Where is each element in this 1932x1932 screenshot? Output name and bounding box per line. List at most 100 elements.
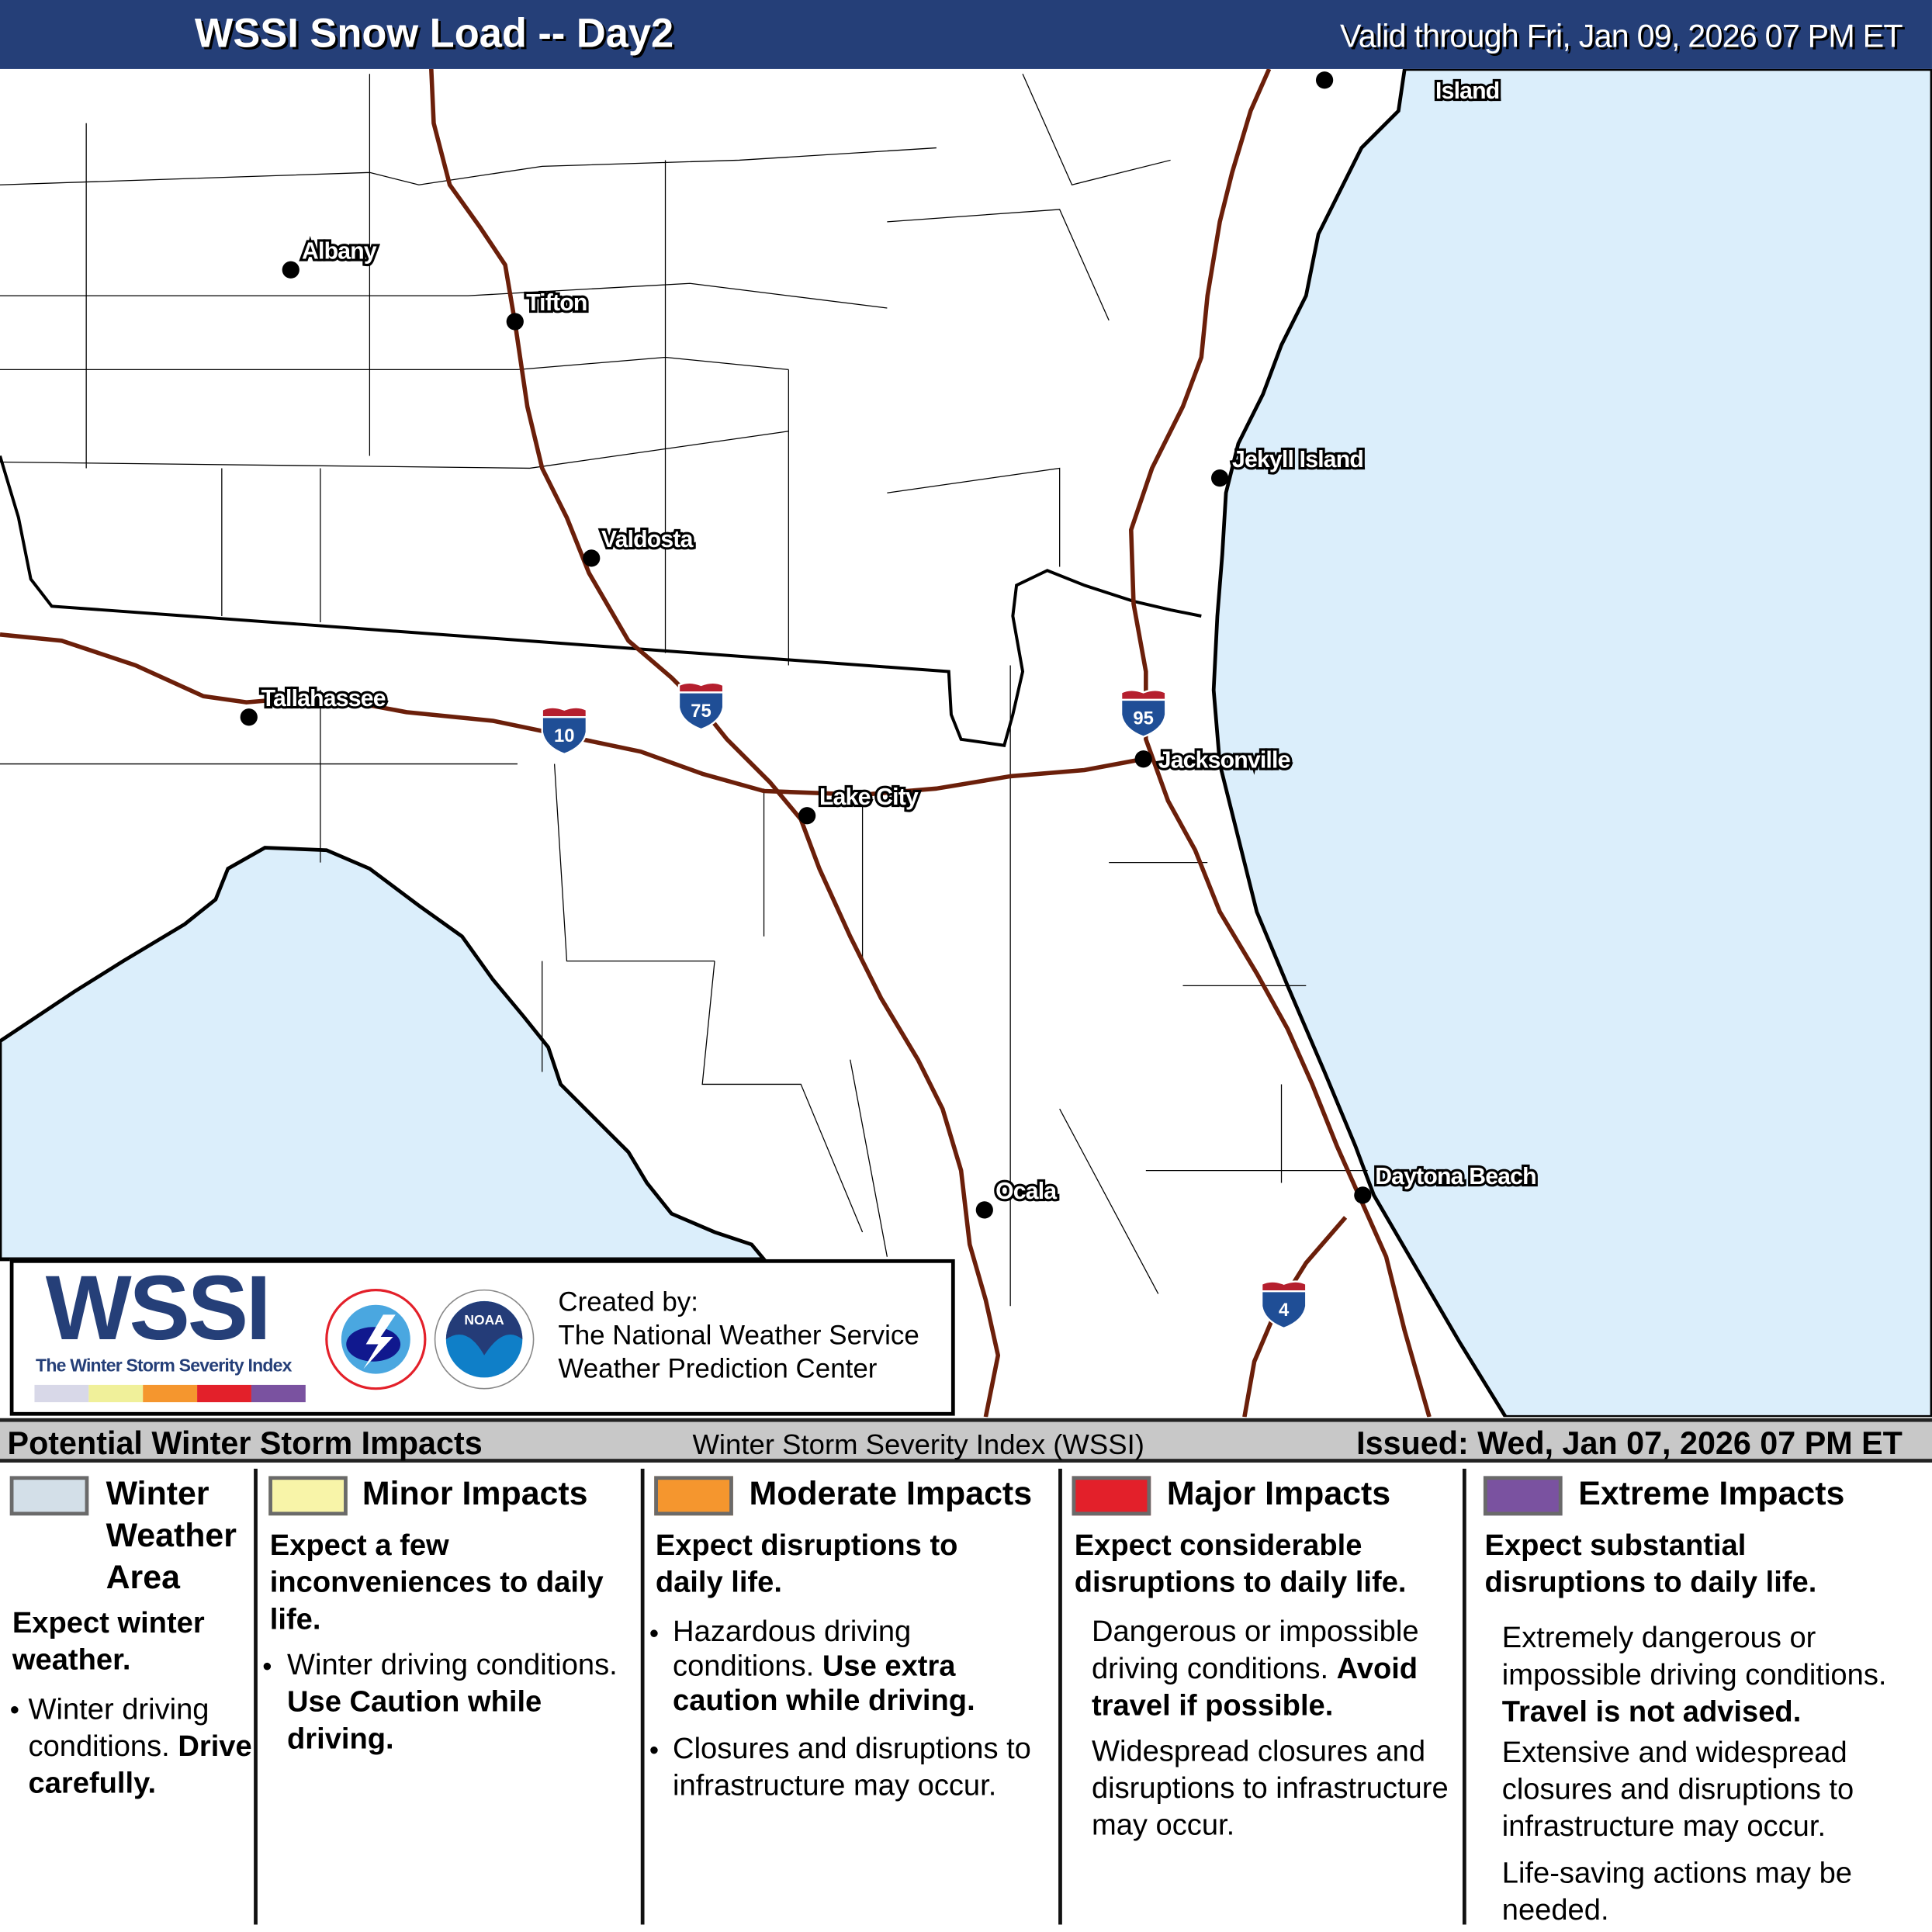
legend-subtitle: Winter Storm Severity Index (WSSI) (692, 1428, 1144, 1460)
credit-org-nws: The National Weather Service (558, 1319, 919, 1351)
state-boundary-ga-fl (0, 455, 1202, 747)
category-name: Winter Weather Area (106, 1474, 237, 1596)
city-label: Island (1435, 78, 1499, 104)
city-label: Ocala (995, 1179, 1057, 1204)
strip-swatch (88, 1384, 144, 1403)
city-dot (1134, 750, 1152, 768)
swatch-winter (9, 1476, 89, 1516)
interstate-number: 75 (691, 701, 711, 722)
category-detail-3: Life-saving actions may be needed. (1501, 1857, 1853, 1927)
noaa-seal-text: NOAA (464, 1312, 504, 1328)
column-divider (640, 1468, 645, 1925)
category-expectation: Expect considerable disruptions to daily… (1074, 1529, 1407, 1600)
strip-swatch (251, 1384, 306, 1403)
category-name: Moderate Impacts (749, 1474, 1033, 1512)
strip-swatch (143, 1384, 198, 1403)
issued-time: Issued: Wed, Jan 07, 2026 07 PM ET (1356, 1424, 1903, 1462)
interstate-75 (429, 68, 1001, 1418)
city-dot (1354, 1186, 1372, 1204)
city-markers: Albany Tifton Valdosta Tallahassee Jekyll Is… (240, 71, 1539, 1219)
detail-text: Winter driving conditions. (287, 1648, 618, 1682)
wssi-logo: WSSI (45, 1256, 272, 1359)
bullet: • (649, 1618, 660, 1649)
interstate-number: 10 (554, 725, 575, 746)
city-dot (282, 261, 299, 279)
legend-minor-impacts: Minor Impacts Expect a few inconvenience… (258, 1473, 639, 1923)
legend-winter-weather-area: Winter Weather Area Expect winter weathe… (0, 1473, 254, 1923)
interstate-shield-icon: 95 (1120, 689, 1167, 738)
bullet: • (9, 1694, 19, 1726)
nws-logo-icon (325, 1289, 427, 1390)
interstate-95 (1129, 68, 1432, 1418)
page-title: WSSI Snow Load -- Day2 (194, 9, 674, 56)
category-detail-2: Widespread closures and disruptions to i… (1091, 1734, 1449, 1843)
column-divider (1462, 1468, 1466, 1925)
category-detail: Dangerous or impossible driving conditio… (1092, 1614, 1461, 1725)
gulf-of-mexico (0, 846, 768, 1262)
category-expectation: Expect a few inconveniences to daily lif… (269, 1529, 604, 1636)
category-detail: Extremely dangerous or impossible drivin… (1502, 1620, 1927, 1731)
category-expectation: Expect disruptions to daily life. (655, 1529, 958, 1600)
created-by-label: Created by: (558, 1286, 698, 1317)
city-label: Tallahassee (261, 686, 386, 712)
city-dot (1315, 71, 1334, 89)
category-detail: Hazardous driving conditions. Use extra … (673, 1615, 1042, 1719)
detail-advice: Avoid travel if possible. (1091, 1652, 1418, 1723)
interstate-number: 4 (1279, 1300, 1290, 1321)
county-lines (0, 74, 1368, 1307)
wssi-color-strip (34, 1384, 306, 1403)
city-label: Jekyll Island (1232, 447, 1363, 473)
interstate-number: 95 (1133, 708, 1154, 729)
header-bar: WSSI Snow Load -- Day2 Valid through Fri… (0, 0, 1932, 69)
detail-advice: Use extra caution while driving. (673, 1650, 975, 1718)
city-dot (798, 807, 816, 825)
category-expectation: Expect substantial disruptions to daily … (1484, 1529, 1817, 1600)
city-dot (1211, 469, 1229, 487)
interstate-shield-icon: 4 (1260, 1280, 1307, 1330)
column-divider (254, 1468, 258, 1925)
city-label: Tifton (526, 290, 587, 316)
swatch-moderate (654, 1476, 733, 1516)
category-name: Major Impacts (1166, 1474, 1391, 1512)
strip-swatch (197, 1384, 251, 1403)
city-label: Valdosta (601, 527, 694, 552)
detail-text: Extremely dangerous or impossible drivin… (1501, 1621, 1887, 1692)
city-dot (583, 549, 601, 567)
legend-extreme-impacts: Extreme Impacts Expect substantial disru… (1466, 1473, 1928, 1927)
detail-advice: Drive carefully. (28, 1729, 252, 1801)
valid-time: Valid through Fri, Jan 09, 2026 07 PM ET (1340, 17, 1903, 54)
swatch-extreme (1483, 1476, 1563, 1516)
credits-text: Created by: The National Weather Service… (558, 1285, 919, 1385)
credit-org-wpc: Weather Prediction Center (558, 1352, 878, 1384)
swatch-major (1072, 1476, 1151, 1516)
city-dot (506, 313, 524, 331)
city-label: Jacksonville (1158, 747, 1290, 773)
atlantic-ocean (1211, 68, 1932, 1418)
detail-text: Dangerous or impossible driving conditio… (1091, 1615, 1419, 1686)
category-detail-2: Extensive and widespread closures and di… (1501, 1736, 1854, 1844)
category-detail: Winter driving conditions. Use Caution w… (287, 1647, 645, 1758)
legend-title: Potential Winter Storm Impacts (7, 1424, 483, 1462)
map: Albany Tifton Valdosta Tallahassee Jekyll Is… (0, 68, 1932, 1418)
column-divider (1058, 1468, 1062, 1925)
city-label: Daytona Beach (1375, 1164, 1536, 1189)
bullet: • (649, 1734, 660, 1766)
detail-text: Hazardous driving conditions. (673, 1615, 912, 1684)
city-label: Lake City (819, 784, 919, 810)
interstate-shield-icon: 10 (541, 706, 588, 756)
category-name: Minor Impacts (362, 1474, 588, 1512)
legend-major-impacts: Major Impacts Expect considerable disrup… (1062, 1473, 1463, 1923)
interstate-shield-icon: 75 (677, 681, 725, 731)
strip-swatch (34, 1384, 89, 1403)
category-detail: Winter driving conditions. Drive careful… (29, 1691, 257, 1802)
detail-advice: Travel is not advised. (1501, 1695, 1802, 1729)
swatch-minor (268, 1476, 348, 1516)
detail-text: Winter driving conditions. (28, 1692, 209, 1764)
category-expectation: Expect winter weather. (12, 1606, 205, 1678)
legend-title-bar: Potential Winter Storm Impacts Winter St… (0, 1418, 1932, 1463)
city-dot (975, 1201, 993, 1219)
category-name: Extreme Impacts (1578, 1474, 1845, 1512)
legend-moderate-impacts: Moderate Impacts Expect disruptions to d… (645, 1473, 1058, 1923)
detail-advice: Use Caution while driving. (287, 1685, 542, 1756)
